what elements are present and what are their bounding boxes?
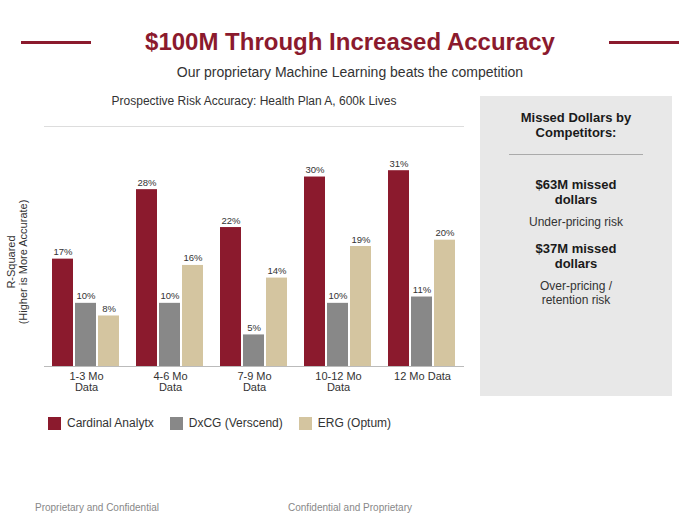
html-text:Prospective Risk Accuracy: Hea: Prospective Risk Accuracy: Health Plan A… [111,94,397,108]
html-text:R-Squared (Higher is More Accu: R-Squared (Higher is More Accurate) [5,199,29,325]
html-text:Confidential and Proprietary: Confidential and Proprietary [288,502,412,513]
svg-text:22%: 22% [221,215,241,226]
svg-text:17%: 17% [53,246,73,257]
svg-text:10%: 10% [76,290,96,301]
svg-text:30%: 30% [305,164,325,175]
html-text:Under-pricing risk: Under-pricing risk [529,215,623,229]
svg-text:5%: 5% [247,322,261,333]
svg-text:7-9 MoData: 7-9 MoData [237,370,271,393]
svg-text:10%: 10% [160,290,180,301]
html-text:Cardinal Analytx: Cardinal Analytx [67,416,154,430]
svg-text:10-12 MoData: 10-12 MoData [315,370,361,393]
svg-text:11%: 11% [413,284,432,295]
html-text:Missed Dollars by Competitors:: Missed Dollars by Competitors: [520,110,632,140]
html-text:Proprietary and Confidential: Proprietary and Confidential [35,502,159,513]
html-text:DxCG (Verscend): DxCG (Verscend) [188,416,283,430]
svg-text:28%: 28% [137,177,157,188]
html-text:Our proprietary Machine Learni: Our proprietary Machine Learning beats t… [176,64,524,80]
html-text:$100M Through Increased Accura: $100M Through Increased Accuracy [145,28,555,55]
svg-text:10%: 10% [328,290,348,301]
html-text:ERG (Optum): ERG (Optum) [317,416,392,430]
html-text:$63M missed dollars: $63M missed dollars [535,177,617,207]
svg-text:1-3 MoData: 1-3 MoData [69,370,103,393]
svg-text:31%: 31% [389,158,409,169]
svg-text:20%: 20% [435,227,455,238]
svg-text:8%: 8% [102,303,116,314]
html-text:Over-pricing / retention risk: Over-pricing / retention risk [540,279,612,307]
svg-text:12 Mo Data: 12 Mo Data [394,370,452,382]
svg-text:14%: 14% [267,265,287,276]
svg-text:19%: 19% [351,234,371,245]
svg-text:16%: 16% [183,252,203,263]
svg-text:4-6 MoData: 4-6 MoData [153,370,187,393]
html-text:$37M missed dollars: $37M missed dollars [535,241,617,271]
